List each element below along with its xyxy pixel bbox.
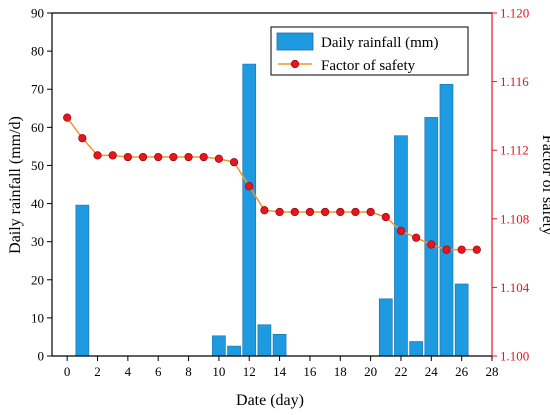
fos-point	[154, 152, 163, 162]
rainfall-bar	[242, 63, 257, 357]
legend: Daily rainfall (mm) Factor of safety	[270, 26, 469, 76]
rainfall-bar	[409, 341, 423, 357]
fos-point	[199, 152, 208, 162]
x-tick-label: 28	[486, 364, 499, 379]
fos-point	[351, 207, 360, 217]
right-axis-title: Factor of safety	[539, 135, 550, 235]
fos-point	[245, 182, 254, 191]
left-y-tick-label: 0	[38, 349, 45, 364]
right-y-tick-label: 1.112	[500, 143, 529, 158]
fos-point	[184, 152, 193, 162]
legend-bar-label: Daily rainfall (mm)	[321, 35, 438, 51]
x-tick-label: 10	[212, 364, 225, 379]
fos-series-line	[66, 117, 477, 251]
fos-point	[396, 226, 406, 235]
legend-line-marker	[290, 59, 300, 69]
fos-point	[78, 134, 87, 143]
left-y-tick-label: 30	[31, 234, 44, 249]
x-tick-label: 4	[125, 364, 132, 379]
legend-line-label: Factor of safety	[321, 58, 416, 74]
left-y-tick-label: 90	[31, 6, 44, 21]
x-tick-label: 0	[64, 364, 71, 379]
x-tick-label: 2	[94, 364, 101, 379]
x-tick-label: 24	[425, 364, 439, 379]
left-y-tick-label: 80	[31, 44, 44, 59]
rainfall-bar	[454, 283, 469, 357]
fos-point	[123, 152, 132, 162]
rainfall-bar	[227, 345, 241, 357]
axes-layer	[51, 12, 493, 357]
fos-point	[321, 207, 330, 217]
right-y-tick-label: 1.104	[500, 280, 530, 295]
fos-point	[290, 207, 299, 217]
fos-line-layer	[63, 113, 481, 254]
left-y-tick-label: 20	[31, 272, 44, 287]
x-tick-label: 26	[455, 364, 469, 379]
x-tick-label: 12	[243, 364, 256, 379]
fos-point	[381, 212, 390, 222]
fos-point	[260, 206, 269, 215]
fos-point	[214, 154, 223, 163]
left-y-tick-label: 10	[31, 310, 44, 325]
fos-point	[336, 207, 345, 217]
fos-point	[108, 151, 117, 160]
fos-point	[169, 152, 178, 162]
fos-point	[138, 152, 148, 162]
x-tick-label: 20	[364, 364, 377, 379]
left-y-tick-label: 70	[31, 82, 44, 97]
x-tick-label: 6	[155, 364, 162, 379]
x-tick-label: 14	[273, 364, 287, 379]
rainfall-bar	[257, 324, 272, 357]
rainfall-bar	[75, 204, 90, 357]
rainfall-bar	[424, 117, 439, 357]
x-tick-label: 22	[394, 364, 407, 379]
fos-point	[457, 245, 466, 254]
right-y-tick-label: 1.120	[500, 6, 529, 21]
fos-point	[412, 233, 421, 242]
rainfall-bar	[439, 83, 454, 357]
bars-layer	[75, 63, 469, 357]
left-y-tick-label: 50	[31, 158, 44, 173]
fos-point	[305, 207, 315, 217]
fos-point	[472, 245, 481, 254]
left-y-tick-label: 40	[31, 196, 44, 211]
fos-point	[427, 240, 436, 249]
rainfall-bar	[272, 333, 287, 357]
right-y-tick-label: 1.100	[500, 349, 529, 364]
left-y-tick-label: 60	[31, 120, 44, 135]
fos-point	[275, 207, 284, 217]
left-axis-title: Daily rainfall (mm/d)	[7, 116, 24, 254]
legend-bar-swatch	[276, 32, 314, 51]
rainfall-bar	[378, 298, 393, 357]
rainfall-bar	[212, 335, 226, 357]
x-tick-label: 18	[334, 364, 347, 379]
fos-point	[93, 151, 102, 160]
fos-point	[63, 113, 72, 122]
fos-point	[442, 245, 451, 254]
right-y-tick-label: 1.116	[500, 74, 529, 89]
ticks-layer: 0 2 4 6 8 10 12 14 16 18 20 22 24 26 28010203040506070…	[31, 6, 530, 380]
x-axis-title: Date (day)	[236, 392, 304, 409]
x-tick-label: 16	[303, 364, 317, 379]
fos-point	[229, 158, 239, 167]
fos-point	[366, 207, 375, 217]
right-y-tick-label: 1.108	[500, 211, 529, 226]
x-tick-label: 8	[185, 364, 192, 379]
rainfall-bar	[394, 135, 408, 357]
